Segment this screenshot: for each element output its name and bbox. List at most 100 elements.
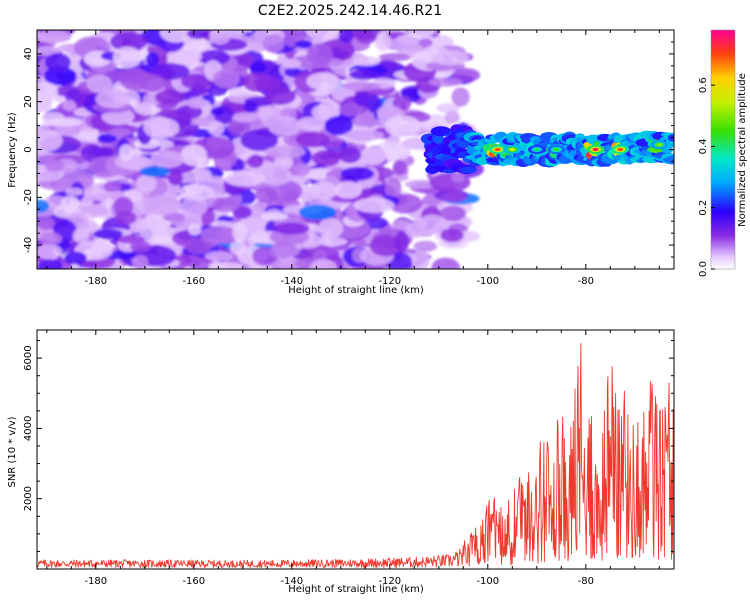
noise-cell (394, 230, 409, 253)
colorbar-label: Normalized spectral amplitude (737, 73, 748, 227)
noise-cell (376, 105, 403, 119)
noise-cell (273, 222, 310, 235)
x-tick-label: -100 (476, 276, 499, 287)
noise-cell (228, 87, 249, 98)
noise-cell (166, 47, 203, 65)
snr-ylabel: SNR (10 * v/v) (7, 416, 18, 487)
noise-cell (431, 257, 460, 269)
colorbar-tick-label: 0.4 (698, 138, 709, 154)
x-tick-label: -140 (280, 576, 303, 587)
noise-cell (135, 174, 157, 193)
noise-cell (72, 228, 90, 244)
noise-cell (353, 197, 395, 213)
noise-cell (44, 53, 72, 72)
noise-cell (384, 115, 421, 138)
noise-cell (224, 170, 266, 187)
noise-cell (283, 189, 299, 202)
colorbar-tick-label: 0.2 (698, 200, 709, 216)
noise-cell (207, 121, 225, 136)
spectrogram-panel: -180 -160 -140 -120 -100 -80 -40 -20 0 20 40 Heig… (7, 29, 675, 296)
noise-cell (451, 87, 470, 107)
noise-cell (246, 154, 264, 168)
noise-cell (294, 162, 310, 177)
noise-cell (262, 34, 285, 53)
noise-cell (265, 119, 284, 128)
noise-cell (249, 62, 267, 73)
noise-cell (87, 146, 114, 157)
noise-cell (151, 62, 190, 80)
y-tick-label: 2000 (23, 486, 34, 511)
x-tick-label: -180 (84, 276, 107, 287)
noise-cell (440, 228, 464, 243)
noise-cell (306, 43, 333, 65)
noise-cell (210, 107, 225, 116)
noise-cell (311, 149, 341, 167)
noise-cell (282, 58, 302, 69)
noise-cell (159, 30, 193, 43)
noise-cell (211, 197, 240, 213)
noise-cell (352, 30, 372, 39)
y-tick-label: 20 (23, 95, 34, 108)
noise-cell (210, 262, 244, 269)
noise-cell (199, 225, 240, 244)
noise-cell (243, 100, 258, 113)
snr-y-ticks: 2000 4000 6000 (23, 340, 674, 570)
noise-cell (384, 177, 402, 199)
band-cell (433, 135, 445, 145)
noise-cell (341, 81, 381, 91)
noise-cell (296, 116, 328, 132)
spectrogram-x-ticks: -180 -160 -140 -120 -100 -80 (46, 30, 660, 287)
noise-cell (270, 241, 297, 259)
noise-cell (40, 232, 63, 246)
noise-cell (264, 145, 306, 159)
colorbar: 0.0 0.2 0.4 0.6 Normalized spectral amplitu… (698, 29, 748, 277)
noise-cell (429, 172, 471, 193)
noise-cell (188, 223, 202, 236)
noise-cell (228, 118, 251, 135)
noise-cell (37, 82, 59, 102)
noise-cell (97, 133, 118, 143)
noise-cell (274, 154, 293, 170)
noise-cell (143, 194, 182, 216)
colorbar-ticks: 0.0 0.2 0.4 0.6 (698, 77, 715, 277)
noise-cell (109, 32, 148, 52)
noise-cell (306, 72, 339, 90)
peak-core (494, 147, 501, 152)
noise-cell (44, 159, 65, 172)
noise-cell (114, 210, 137, 225)
noise-cell (139, 74, 166, 92)
noise-cell (37, 30, 71, 44)
noise-cell (309, 259, 338, 269)
y-tick-label: -20 (23, 189, 34, 205)
y-tick-label: 0 (23, 146, 34, 152)
noise-cell (374, 33, 392, 52)
spectrogram-y-ticks: -40 -20 0 20 40 (23, 29, 674, 270)
noise-cell (451, 68, 481, 82)
noise-cell (317, 237, 347, 247)
noise-cell (60, 195, 80, 211)
x-tick-label: -160 (182, 276, 205, 287)
noise-cell (130, 240, 151, 253)
noise-cell (149, 150, 185, 168)
noise-cell (93, 228, 123, 240)
noise-cell (388, 36, 426, 52)
noise-cell (62, 99, 77, 112)
noise-cell (411, 249, 430, 269)
noise-cell (112, 46, 142, 69)
noise-cell (407, 30, 436, 37)
noise-cell (451, 173, 465, 183)
noise-cell (37, 259, 63, 269)
x-tick-label: -120 (378, 276, 401, 287)
band-cell (661, 147, 674, 154)
band-blobs (420, 124, 674, 175)
noise-cell (264, 87, 296, 106)
peak-core (617, 147, 624, 152)
noise-cell (181, 195, 208, 217)
noise-cell (133, 218, 168, 229)
spectrogram-heatmap (37, 30, 674, 269)
noise-cell (338, 30, 354, 44)
x-tick-label: -100 (476, 576, 499, 587)
noise-cell (418, 214, 446, 234)
noise-cell (65, 187, 84, 196)
noise-cell (260, 212, 289, 221)
